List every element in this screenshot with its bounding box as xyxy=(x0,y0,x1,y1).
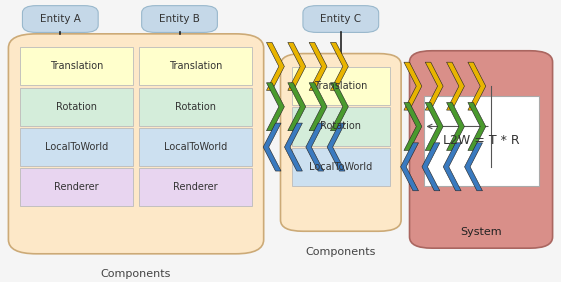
Bar xyxy=(20,47,134,85)
Polygon shape xyxy=(306,123,324,171)
Text: Rotation: Rotation xyxy=(56,102,97,112)
Bar xyxy=(424,96,539,186)
Polygon shape xyxy=(404,62,422,110)
Bar xyxy=(139,168,252,206)
Polygon shape xyxy=(447,62,465,110)
Text: LocalToWorld: LocalToWorld xyxy=(309,162,373,172)
Polygon shape xyxy=(447,103,465,151)
Text: LocalToWorld: LocalToWorld xyxy=(45,142,108,152)
Bar xyxy=(292,107,390,146)
Text: Rotation: Rotation xyxy=(320,122,361,131)
Polygon shape xyxy=(288,43,306,90)
Text: Translation: Translation xyxy=(169,61,222,71)
Bar xyxy=(292,148,390,186)
Bar xyxy=(20,168,134,206)
Bar xyxy=(292,67,390,105)
FancyBboxPatch shape xyxy=(280,54,401,231)
Polygon shape xyxy=(327,123,345,171)
Polygon shape xyxy=(401,143,419,191)
Text: Entity B: Entity B xyxy=(159,14,200,24)
Bar xyxy=(139,88,252,126)
FancyBboxPatch shape xyxy=(22,6,98,32)
Bar xyxy=(20,128,134,166)
Text: Rotation: Rotation xyxy=(175,102,216,112)
Text: Translation: Translation xyxy=(50,61,103,71)
Polygon shape xyxy=(284,123,302,171)
Polygon shape xyxy=(288,83,306,131)
Text: Entity A: Entity A xyxy=(40,14,81,24)
Bar xyxy=(20,88,134,126)
Polygon shape xyxy=(330,43,348,90)
Polygon shape xyxy=(266,43,284,90)
Text: System: System xyxy=(460,227,502,237)
Polygon shape xyxy=(330,83,348,131)
Polygon shape xyxy=(465,143,482,191)
Text: Translation: Translation xyxy=(314,81,367,91)
Polygon shape xyxy=(404,103,422,151)
Polygon shape xyxy=(443,143,461,191)
Bar xyxy=(139,47,252,85)
Bar xyxy=(139,128,252,166)
Text: LocalToWorld: LocalToWorld xyxy=(164,142,227,152)
Text: Components: Components xyxy=(306,247,376,257)
Polygon shape xyxy=(266,83,284,131)
FancyBboxPatch shape xyxy=(410,51,553,248)
Polygon shape xyxy=(309,43,327,90)
Polygon shape xyxy=(263,123,281,171)
Polygon shape xyxy=(425,103,443,151)
Text: Entity C: Entity C xyxy=(320,14,361,24)
Polygon shape xyxy=(425,62,443,110)
FancyBboxPatch shape xyxy=(8,34,264,254)
Polygon shape xyxy=(468,62,486,110)
Polygon shape xyxy=(309,83,327,131)
Text: Components: Components xyxy=(101,269,171,279)
Text: Renderer: Renderer xyxy=(173,182,218,192)
Text: L2W = T * R: L2W = T * R xyxy=(443,135,519,147)
FancyBboxPatch shape xyxy=(141,6,218,32)
Text: Renderer: Renderer xyxy=(54,182,99,192)
Polygon shape xyxy=(422,143,440,191)
Polygon shape xyxy=(468,103,486,151)
FancyBboxPatch shape xyxy=(303,6,379,32)
